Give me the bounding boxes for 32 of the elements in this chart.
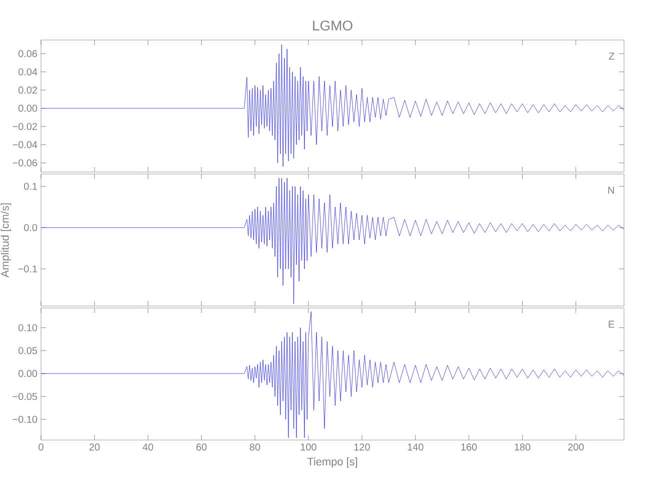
- annotation: E: [608, 320, 614, 328]
- y-tick-label: 0.04: [18, 68, 38, 76]
- y-tick-label: −0.05: [12, 392, 38, 400]
- y-tick-label: −0.1: [18, 265, 37, 272]
- x-tick-label: 140: [408, 444, 424, 451]
- y-axis-title: Amplitud [cm/s]: [0, 203, 11, 278]
- x-tick-label: 0: [38, 444, 44, 451]
- y-tick-label: 0.00: [18, 370, 38, 378]
- x-tick-label: 180: [514, 444, 530, 451]
- y-tick-label: 0.1: [24, 182, 37, 190]
- annotation: Z: [608, 52, 614, 60]
- annotation: N: [608, 186, 614, 194]
- x-tick-label: 200: [568, 444, 584, 451]
- x-tick-label: 100: [300, 444, 316, 451]
- y-tick-label: 0.02: [18, 86, 37, 94]
- y-tick-label: −0.04: [12, 141, 38, 148]
- x-axis-title: Tiempo [s]: [307, 457, 358, 468]
- x-tick-label: 60: [196, 444, 207, 451]
- x-tick-label: 120: [354, 444, 370, 451]
- x-tick-label: 40: [142, 444, 154, 451]
- x-tick-label: 20: [89, 444, 100, 451]
- y-tick-label: 0.0: [24, 224, 38, 232]
- y-tick-label: 0.10: [18, 324, 38, 332]
- x-tick-label: 80: [250, 444, 260, 451]
- y-tick-label: −0.02: [12, 122, 37, 130]
- x-tick-label: 160: [461, 444, 477, 451]
- chart-title: LGMO: [313, 20, 352, 31]
- y-tick-label: 0.05: [18, 347, 38, 354]
- y-tick-label: 0.00: [18, 104, 38, 112]
- y-tick-label: −0.10: [12, 416, 38, 423]
- y-tick-label: −0.06: [12, 159, 38, 166]
- y-tick-label: 0.06: [18, 50, 38, 58]
